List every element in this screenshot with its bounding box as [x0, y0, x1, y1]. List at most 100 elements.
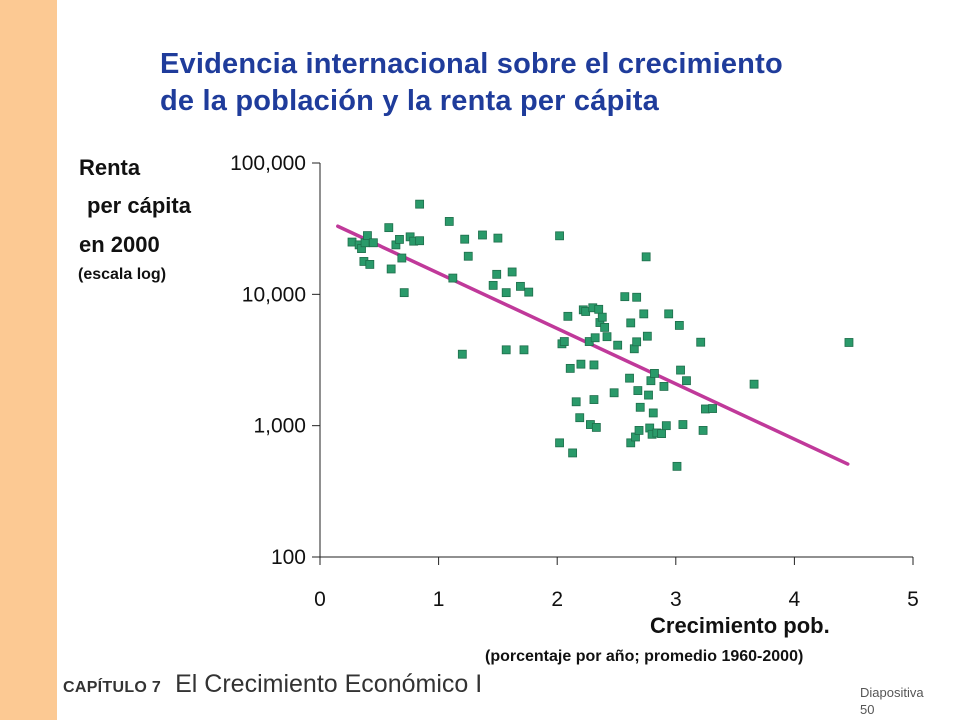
- data-point: [457, 349, 467, 359]
- data-point: [674, 321, 684, 330]
- data-point: [844, 338, 854, 347]
- data-point: [633, 386, 643, 395]
- data-point: [368, 238, 378, 248]
- y-axis-scale-note: (escala log): [78, 266, 167, 283]
- data-point: [589, 395, 599, 404]
- data-point: [613, 340, 623, 350]
- y-tick-label: 100,000: [230, 152, 306, 175]
- y-axis-label-line-1: Renta: [79, 155, 141, 180]
- data-point: [678, 420, 688, 429]
- data-point: [555, 438, 564, 448]
- data-point: [571, 397, 581, 407]
- data-point: [659, 382, 669, 391]
- slide-number-label: Diapositiva: [860, 685, 924, 700]
- data-point: [399, 288, 409, 298]
- data-point: [415, 199, 425, 209]
- data-point: [698, 426, 708, 435]
- data-point: [664, 309, 674, 319]
- data-point: [635, 402, 645, 412]
- data-point: [568, 448, 578, 458]
- x-tick-label: 1: [433, 588, 445, 611]
- data-point: [448, 273, 458, 283]
- title-line-1: Evidencia internacional sobre el crecimi…: [160, 48, 783, 80]
- data-point: [488, 280, 498, 290]
- data-point: [632, 292, 642, 302]
- data-point: [460, 234, 470, 244]
- data-point: [620, 292, 630, 302]
- data-point: [501, 288, 511, 298]
- data-point: [650, 369, 659, 378]
- y-tick-label: 1,000: [253, 415, 306, 438]
- data-point: [444, 217, 454, 226]
- data-point: [676, 365, 685, 375]
- data-point: [492, 269, 502, 279]
- y-tick-label: 10,000: [242, 283, 306, 306]
- data-point: [493, 233, 503, 243]
- data-point: [507, 267, 517, 277]
- data-point: [591, 423, 601, 432]
- x-tick-label: 0: [314, 588, 326, 611]
- slide-number: Diapositiva 50: [860, 684, 924, 718]
- data-point: [708, 404, 717, 413]
- data-point: [634, 426, 644, 435]
- data-point: [516, 281, 525, 291]
- y-axis-label-line-2: per cápita: [87, 193, 191, 218]
- data-point: [386, 264, 396, 274]
- data-point: [478, 230, 487, 240]
- x-tick-label: 5: [907, 588, 919, 611]
- data-point: [657, 429, 666, 439]
- data-point: [661, 421, 671, 431]
- chapter-label: CAPÍTULO 7: [63, 679, 162, 696]
- x-axis-label: Crecimiento pob.: [650, 613, 830, 638]
- slide-footer: CAPÍTULO 7 El Crecimiento Económico I: [63, 670, 482, 699]
- data-point: [363, 231, 372, 241]
- data-point: [559, 337, 569, 346]
- data-point: [632, 337, 642, 347]
- data-point: [365, 260, 375, 269]
- data-point: [397, 253, 407, 263]
- data-point: [575, 413, 585, 423]
- data-point: [672, 461, 682, 471]
- data-point: [555, 231, 564, 241]
- data-point: [589, 360, 599, 370]
- x-tick-label: 3: [670, 588, 682, 611]
- data-point: [625, 373, 634, 383]
- data-point: [682, 376, 691, 386]
- data-point: [639, 309, 649, 319]
- data-point: [696, 337, 706, 347]
- data-point: [463, 251, 473, 261]
- data-point: [524, 287, 534, 297]
- data-point: [609, 388, 619, 398]
- data-point: [519, 345, 529, 355]
- data-point: [646, 376, 656, 386]
- data-point: [565, 363, 575, 373]
- slide-number-value: 50: [860, 702, 875, 717]
- data-point: [594, 304, 604, 314]
- data-point: [602, 332, 612, 342]
- data-point: [644, 390, 653, 400]
- data-point: [590, 333, 600, 343]
- data-point: [648, 408, 658, 418]
- data-point: [642, 331, 652, 341]
- data-point: [576, 359, 586, 369]
- data-point: [749, 379, 759, 389]
- data-point: [626, 438, 636, 448]
- y-tick-label: 100: [271, 546, 306, 569]
- data-point: [563, 311, 573, 321]
- data-point: [395, 234, 404, 244]
- data-point: [600, 323, 610, 332]
- x-tick-label: 2: [551, 588, 563, 611]
- data-point: [626, 318, 636, 328]
- chapter-title: El Crecimiento Económico I: [175, 670, 483, 698]
- x-tick-label: 4: [789, 588, 801, 611]
- data-point: [384, 223, 394, 233]
- x-axis-note: (porcentaje por año; promedio 1960-2000): [485, 648, 804, 665]
- y-axis-label-line-3: en 2000: [79, 232, 160, 257]
- title-line-2: de la población y la renta per cápita: [160, 85, 659, 117]
- data-point: [501, 345, 511, 355]
- slide-title: Evidencia internacional sobre el crecimi…: [160, 46, 920, 120]
- side-accent-bar: [0, 0, 57, 720]
- data-point: [641, 252, 651, 262]
- data-point: [415, 236, 425, 246]
